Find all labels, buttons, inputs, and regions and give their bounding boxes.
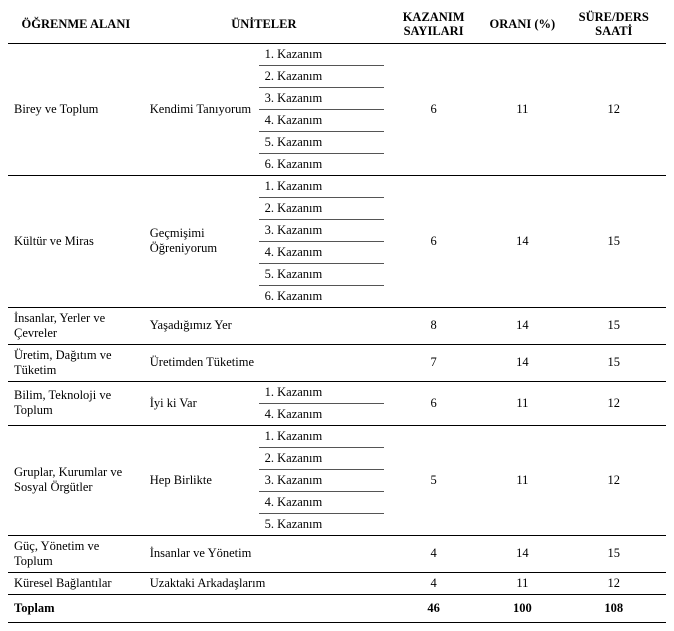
area-cell: İnsanlar, Yerler ve Çevreler [8,307,144,344]
area-cell: Birey ve Toplum [8,43,144,175]
kazanim-cell: 1. Kazanım [259,43,384,65]
kazanim-cell: 4. Kazanım [259,241,384,263]
duration-cell: 12 [562,381,666,425]
area-cell: Üretim, Dağıtım ve Tüketim [8,344,144,381]
header-ratio: ORANI (%) [483,8,561,43]
area-cell: Kültür ve Miras [8,175,144,307]
kazanim-cell: 2. Kazanım [259,447,384,469]
ratio-cell: 11 [483,572,561,594]
kazanim-cell: 5. Kazanım [259,513,384,535]
count-cell: 6 [384,43,483,175]
duration-cell: 15 [562,344,666,381]
ratio-cell: 11 [483,425,561,535]
ratio-cell: 11 [483,381,561,425]
ratio-cell: 14 [483,535,561,572]
area-cell: Güç, Yönetim ve Toplum [8,535,144,572]
kazanim-cell: 1. Kazanım [259,425,384,447]
count-cell: 8 [384,307,483,344]
area-cell: Gruplar, Kurumlar ve Sosyal Örgütler [8,425,144,535]
duration-cell: 15 [562,535,666,572]
total-count: 46 [384,594,483,622]
ratio-cell: 11 [483,43,561,175]
unit-cell: İnsanlar ve Yönetim [144,535,384,572]
kazanim-cell: 5. Kazanım [259,263,384,285]
ratio-cell: 14 [483,344,561,381]
kazanim-cell: 3. Kazanım [259,87,384,109]
count-cell: 7 [384,344,483,381]
header-units: ÜNİTELER [144,8,384,43]
kazanim-cell: 6. Kazanım [259,285,384,307]
unit-cell: Kendimi Tanıyorum [144,43,259,175]
kazanim-cell: 4. Kazanım [259,403,384,425]
count-cell: 6 [384,381,483,425]
unit-cell: Uzaktaki Arkadaşlarım [144,572,384,594]
total-duration: 108 [562,594,666,622]
kazanim-cell: 4. Kazanım [259,109,384,131]
ratio-cell: 14 [483,307,561,344]
unit-cell: Hep Birlikte [144,425,259,535]
duration-cell: 15 [562,175,666,307]
curriculum-table: ÖĞRENME ALANI ÜNİTELER KAZANIM SAYILARI … [8,8,666,623]
unit-cell: İyi ki Var [144,381,259,425]
kazanim-cell: 2. Kazanım [259,65,384,87]
duration-cell: 12 [562,43,666,175]
count-cell: 5 [384,425,483,535]
duration-cell: 12 [562,425,666,535]
unit-cell: Yaşadığımız Yer [144,307,384,344]
count-cell: 4 [384,572,483,594]
header-area: ÖĞRENME ALANI [8,8,144,43]
duration-cell: 12 [562,572,666,594]
kazanim-cell: 1. Kazanım [259,175,384,197]
header-counts: KAZANIM SAYILARI [384,8,483,43]
area-cell: Bilim, Teknoloji ve Toplum [8,381,144,425]
duration-cell: 15 [562,307,666,344]
kazanim-cell: 5. Kazanım [259,131,384,153]
count-cell: 4 [384,535,483,572]
count-cell: 6 [384,175,483,307]
kazanim-cell: 4. Kazanım [259,491,384,513]
ratio-cell: 14 [483,175,561,307]
header-duration: SÜRE/DERS SAATİ [562,8,666,43]
kazanim-cell: 6. Kazanım [259,153,384,175]
kazanim-cell: 1. Kazanım [259,381,384,403]
kazanim-cell: 3. Kazanım [259,219,384,241]
total-label: Toplam [8,594,384,622]
total-ratio: 100 [483,594,561,622]
kazanim-cell: 3. Kazanım [259,469,384,491]
area-cell: Küresel Bağlantılar [8,572,144,594]
kazanim-cell: 2. Kazanım [259,197,384,219]
unit-cell: Üretimden Tüketime [144,344,384,381]
unit-cell: Geçmişimi Öğreniyorum [144,175,259,307]
